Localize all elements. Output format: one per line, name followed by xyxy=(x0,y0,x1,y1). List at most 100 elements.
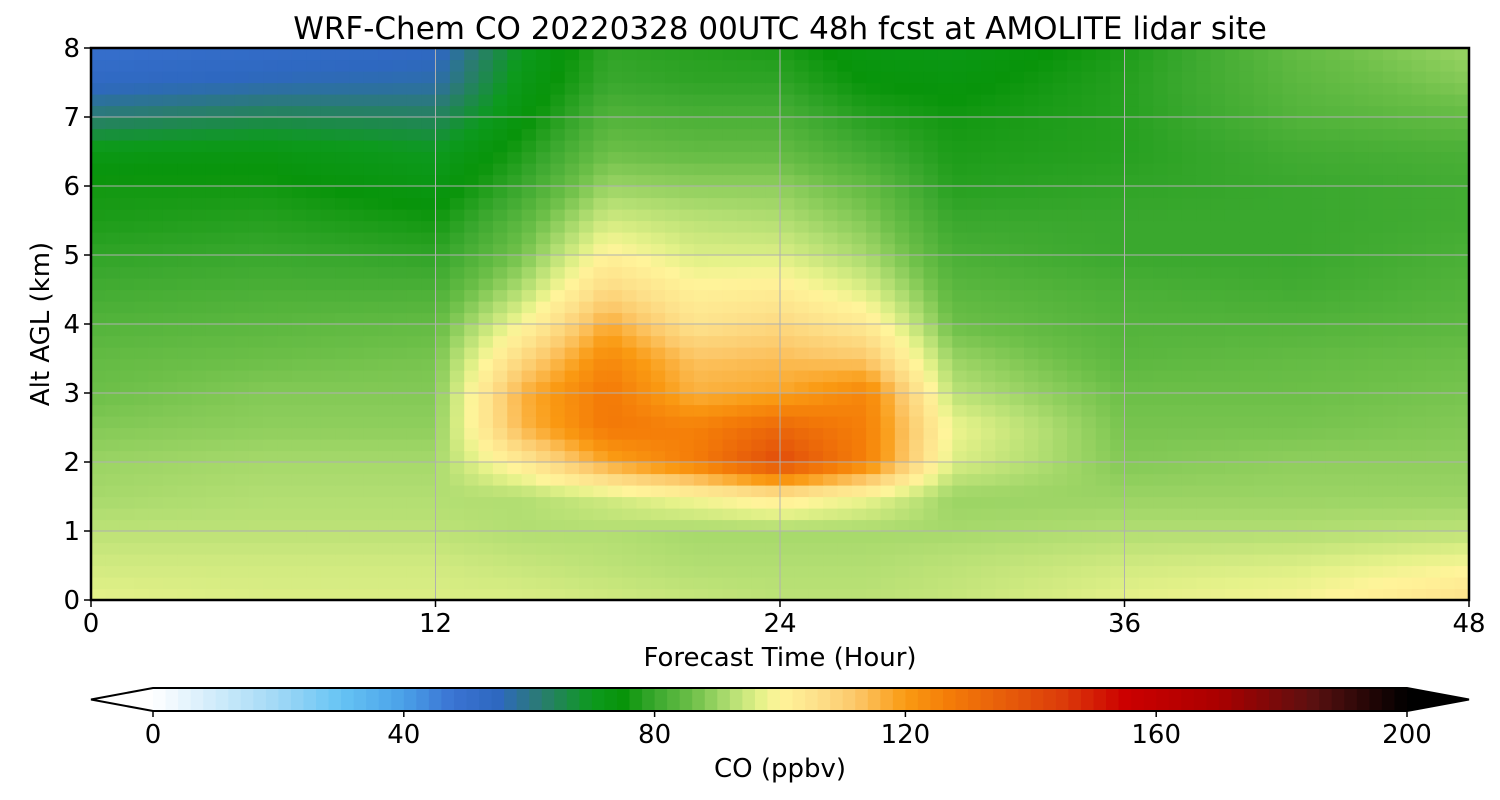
heatmap-cell xyxy=(622,312,638,325)
colorbar-swatch xyxy=(692,688,706,711)
heatmap-cell xyxy=(177,105,193,118)
heatmap-cell xyxy=(306,220,322,233)
heatmap-cell xyxy=(349,186,365,199)
heatmap-cell xyxy=(679,531,695,544)
heatmap-cell xyxy=(751,496,767,509)
heatmap-cell xyxy=(1167,427,1183,440)
heatmap-cell xyxy=(693,266,709,279)
heatmap-cell xyxy=(435,289,451,302)
heatmap-cell xyxy=(1210,565,1226,578)
heatmap-cell xyxy=(1425,588,1441,601)
heatmap-cell xyxy=(1296,439,1312,452)
heatmap-cell xyxy=(1196,243,1212,256)
heatmap-cell xyxy=(220,243,236,256)
heatmap-cell xyxy=(894,117,910,130)
heatmap-cell xyxy=(1009,335,1025,348)
colorbar-swatch xyxy=(579,688,593,711)
heatmap-cell xyxy=(378,416,394,429)
heatmap-cell xyxy=(1440,416,1456,429)
heatmap-cell xyxy=(1153,427,1169,440)
heatmap-cell xyxy=(521,439,537,452)
heatmap-cell xyxy=(378,393,394,406)
heatmap-cell xyxy=(392,450,408,463)
heatmap-cell xyxy=(478,312,494,325)
colorbar-swatch xyxy=(1118,688,1132,711)
heatmap-cell xyxy=(607,473,623,486)
heatmap-cell xyxy=(693,335,709,348)
heatmap-cell xyxy=(1052,151,1068,164)
x-tick-label: 0 xyxy=(83,609,100,639)
heatmap-cell xyxy=(995,462,1011,475)
heatmap-cell xyxy=(392,577,408,590)
heatmap-cell xyxy=(1110,140,1126,153)
heatmap-cell xyxy=(1454,370,1470,383)
heatmap-cell xyxy=(1325,439,1341,452)
heatmap-cell xyxy=(478,381,494,394)
heatmap-cell xyxy=(134,381,150,394)
heatmap-cell xyxy=(378,554,394,567)
heatmap-cell xyxy=(1253,347,1269,360)
heatmap-cell xyxy=(1167,151,1183,164)
heatmap-cell xyxy=(564,393,580,406)
heatmap-cell xyxy=(636,163,652,176)
heatmap-cell xyxy=(134,577,150,590)
heatmap-cell xyxy=(1081,508,1097,521)
heatmap-cell xyxy=(177,312,193,325)
heatmap-cell xyxy=(363,542,379,555)
heatmap-cell xyxy=(923,335,939,348)
heatmap-cell xyxy=(1110,59,1126,72)
heatmap-cell xyxy=(966,163,982,176)
heatmap-cell xyxy=(535,496,551,509)
heatmap-cell xyxy=(1210,312,1226,325)
heatmap-cell xyxy=(837,163,853,176)
heatmap-cell xyxy=(421,370,437,383)
heatmap-cell xyxy=(105,243,121,256)
heatmap-cell xyxy=(1368,94,1384,107)
heatmap-cell xyxy=(1354,301,1370,314)
heatmap-cell xyxy=(937,335,953,348)
heatmap-cell xyxy=(837,531,853,544)
heatmap-cell xyxy=(1124,485,1140,498)
heatmap-cell xyxy=(622,197,638,210)
heatmap-cell xyxy=(1110,174,1126,187)
heatmap-cell xyxy=(722,381,738,394)
heatmap-cell xyxy=(995,381,1011,394)
heatmap-cell xyxy=(636,128,652,141)
heatmap-cell xyxy=(205,59,221,72)
heatmap-cell xyxy=(1296,48,1312,61)
heatmap-cell xyxy=(177,462,193,475)
heatmap-cell xyxy=(952,301,968,314)
heatmap-cell xyxy=(119,174,135,187)
heatmap-cell xyxy=(91,324,106,337)
heatmap-cell xyxy=(708,117,724,130)
heatmap-cell xyxy=(808,335,824,348)
heatmap-cell xyxy=(780,462,795,475)
heatmap-cell xyxy=(1239,82,1255,95)
heatmap-cell xyxy=(593,324,609,337)
heatmap-cell xyxy=(550,565,566,578)
heatmap-cell xyxy=(406,531,422,544)
colorbar-swatch xyxy=(1281,688,1295,711)
heatmap-cell xyxy=(1210,324,1226,337)
heatmap-cell xyxy=(535,289,551,302)
heatmap-cell xyxy=(148,531,164,544)
heatmap-cell xyxy=(1282,450,1298,463)
heatmap-cell xyxy=(851,358,867,371)
heatmap-cell xyxy=(349,427,365,440)
heatmap-cell xyxy=(320,427,336,440)
heatmap-cell xyxy=(1239,312,1255,325)
heatmap-cell xyxy=(148,266,164,279)
heatmap-cell xyxy=(909,439,925,452)
heatmap-cell xyxy=(1167,404,1183,417)
heatmap-cell xyxy=(550,278,566,291)
heatmap-cell xyxy=(780,381,795,394)
heatmap-cell xyxy=(492,324,508,337)
heatmap-cell xyxy=(478,232,494,245)
heatmap-cell xyxy=(1311,393,1327,406)
heatmap-cell xyxy=(909,232,925,245)
heatmap-cell xyxy=(837,312,853,325)
heatmap-cell xyxy=(995,565,1011,578)
heatmap-cell xyxy=(263,59,279,72)
heatmap-cell xyxy=(1382,531,1398,544)
heatmap-cell xyxy=(1110,462,1126,475)
